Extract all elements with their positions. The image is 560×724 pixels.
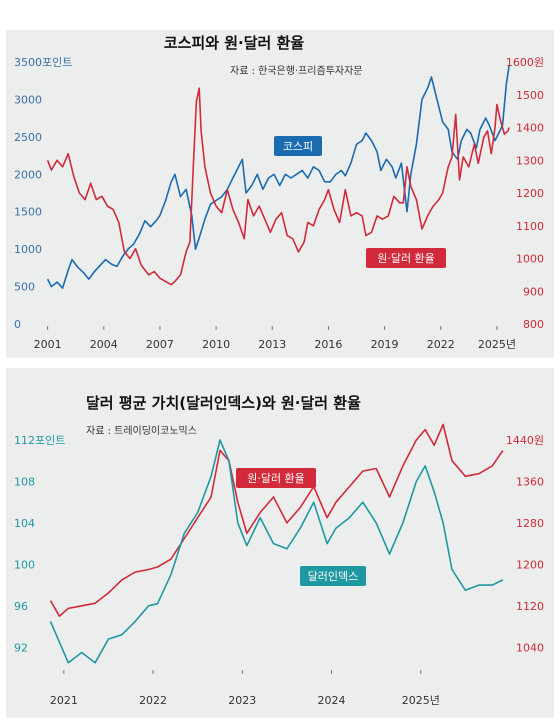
left-axis-tick-label: 104 (14, 517, 35, 530)
right-axis-tick-label: 1300 (516, 154, 544, 167)
left-axis-tick-label: 2500 (14, 131, 42, 144)
series-label-text: 달러인덱스 (308, 570, 359, 583)
right-axis-tick-label: 1360 (516, 475, 544, 488)
x-axis-tick-label: 2025년 (478, 338, 516, 351)
chart-title: 달러 평균 가치(달러인덱스)와 원·달러 환율 (86, 394, 361, 412)
series-line-1 (46, 87, 510, 286)
left-axis-tick-label: 1500 (14, 206, 42, 219)
kospi-fx-chart: 코스피와 원·달러 환율 자료 : 한국은행·프리즘투자자문 3500포인트 30… (14, 34, 544, 351)
x-axis-tick-label: 2016 (314, 338, 342, 351)
chart-source: 자료 : 트레이딩이코노믹스 (86, 425, 197, 437)
right-axis-tick-label: 1200 (516, 558, 544, 571)
left-axis-tick-label: 1000 (14, 243, 42, 256)
x-axis-tick-label: 2001 (34, 338, 62, 351)
left-axis-tick-label: 112포인트 (14, 434, 65, 447)
series-label-text: 원·달러 환율 (377, 252, 435, 265)
series-label-dxy: 달러인덱스 (300, 566, 366, 586)
x-axis-tick-label: 2010 (202, 338, 230, 351)
series-line-0 (46, 65, 510, 289)
right-axis-tick-label: 1200 (516, 187, 544, 200)
series-line-1 (49, 439, 504, 664)
left-axis-tick-label: 3000 (14, 93, 42, 106)
x-axis-tick-label: 2007 (146, 338, 174, 351)
x-axis-tick-label: 2022 (139, 694, 167, 707)
x-axis-tick-label: 2004 (90, 338, 118, 351)
kospi-fx-chart-panel: 코스피와 원·달러 환율 자료 : 한국은행·프리즘투자자문 3500포인트 30… (6, 30, 554, 358)
chart-source: 자료 : 한국은행·프리즘투자자문 (230, 65, 363, 77)
right-axis-tick-label: 1440원 (506, 434, 544, 447)
right-axis-tick-label: 1280 (516, 517, 544, 530)
x-axis-tick-label: 2019 (371, 338, 399, 351)
series-line-0 (49, 423, 504, 617)
series-label-kospi: 코스피 (274, 136, 322, 156)
x-axis-tick-label: 2021 (50, 694, 78, 707)
chart-title: 코스피와 원·달러 환율 (164, 34, 305, 52)
series-label-text: 원·달러 환율 (247, 472, 305, 485)
left-axis-tick-label: 2000 (14, 168, 42, 181)
right-axis-tick-label: 800 (523, 318, 544, 331)
right-axis-tick-label: 1000 (516, 253, 544, 266)
x-axis-tick-label: 2022 (427, 338, 455, 351)
right-axis-tick-label: 1100 (516, 220, 544, 233)
left-axis-tick-label: 108 (14, 475, 35, 488)
dxy-fx-chart: 달러 평균 가치(달러인덱스)와 원·달러 환율 자료 : 트레이딩이코노믹스 … (14, 394, 544, 707)
right-axis-tick-label: 1120 (516, 600, 544, 613)
series-label-text: 코스피 (283, 140, 313, 153)
series-label-fx: 원·달러 환율 (236, 468, 316, 488)
right-axis-tick-label: 1040 (516, 641, 544, 654)
right-axis-tick-label: 1400 (516, 122, 544, 135)
x-axis-tick-label: 2013 (258, 338, 286, 351)
x-axis-tick-label: 2023 (228, 694, 256, 707)
left-axis-tick-label: 92 (14, 641, 28, 654)
right-axis-tick-label: 1500 (516, 89, 544, 102)
left-axis-tick-label: 3500포인트 (14, 56, 72, 69)
right-axis-tick-label: 900 (523, 285, 544, 298)
dxy-fx-chart-panel: 달러 평균 가치(달러인덱스)와 원·달러 환율 자료 : 트레이딩이코노믹스 … (6, 368, 554, 718)
right-axis-tick-label: 1600원 (506, 56, 544, 69)
left-axis-tick-label: 96 (14, 600, 28, 613)
left-axis-tick-label: 0 (14, 318, 21, 331)
left-axis-tick-label: 500 (14, 281, 35, 294)
left-axis-tick-label: 100 (14, 558, 35, 571)
x-axis-tick-label: 2024 (318, 694, 346, 707)
x-axis-tick-label: 2025년 (402, 694, 440, 707)
series-label-fx: 원·달러 환율 (366, 248, 446, 268)
